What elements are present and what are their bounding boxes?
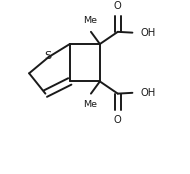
Text: Me: Me [83,100,97,109]
Text: O: O [114,115,122,125]
Text: OH: OH [140,88,155,98]
Text: O: O [114,1,122,11]
Text: Me: Me [83,16,97,25]
Text: S: S [44,51,51,61]
Text: OH: OH [140,28,155,38]
